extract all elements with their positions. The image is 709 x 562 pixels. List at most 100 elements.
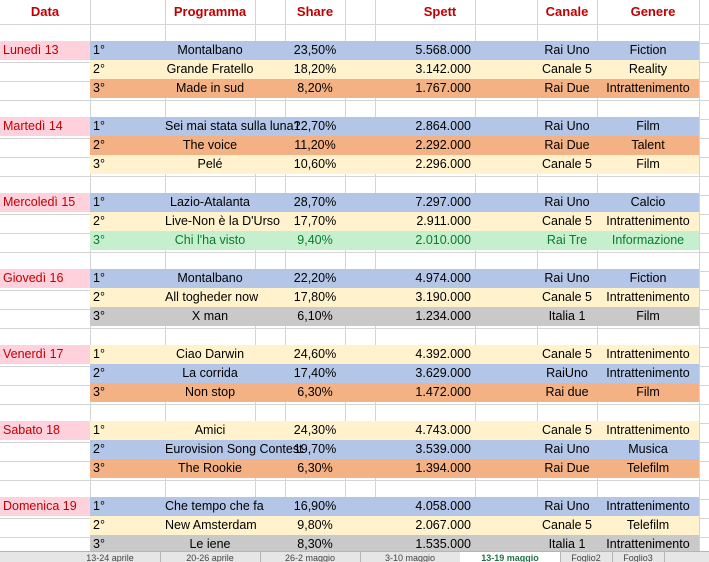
rank-cell[interactable]: 2° bbox=[93, 290, 105, 304]
programma-cell[interactable]: Le iene bbox=[165, 535, 255, 551]
programma-cell[interactable]: The Rookie bbox=[165, 459, 255, 478]
canale-cell[interactable]: Rai due bbox=[545, 385, 589, 399]
share-cell[interactable]: 17,80% bbox=[293, 290, 337, 304]
spett-cell[interactable]: 3.629.000 bbox=[415, 366, 471, 380]
day-cell[interactable]: Lunedì 13 bbox=[0, 41, 90, 60]
programma-cell[interactable]: Amici bbox=[165, 421, 255, 440]
genere-cell[interactable]: Intrattenimento bbox=[606, 347, 690, 361]
programma-cell[interactable]: Made in sud bbox=[165, 79, 255, 98]
genere-cell[interactable]: Telefilm bbox=[626, 518, 670, 532]
share-cell[interactable]: 6,30% bbox=[297, 461, 333, 475]
rank-cell[interactable]: 2° bbox=[93, 214, 105, 228]
rank-cell[interactable]: 3° bbox=[93, 233, 105, 247]
spett-cell[interactable]: 2.864.000 bbox=[415, 119, 471, 133]
programma-cell[interactable]: Montalbano bbox=[165, 41, 255, 60]
canale-cell[interactable]: Canale 5 bbox=[541, 347, 593, 361]
spett-cell[interactable]: 4.058.000 bbox=[415, 499, 471, 513]
genere-cell[interactable]: Film bbox=[636, 309, 660, 323]
genere-cell[interactable]: Film bbox=[636, 385, 660, 399]
genere-cell[interactable]: Fiction bbox=[629, 43, 667, 57]
genere-cell[interactable]: Intrattenimento bbox=[606, 214, 690, 228]
spett-cell[interactable]: 4.392.000 bbox=[415, 347, 471, 361]
sheet-tab[interactable]: 20-26 aprile bbox=[160, 552, 261, 562]
canale-cell[interactable]: Italia 1 bbox=[548, 309, 586, 323]
share-cell[interactable]: 28,70% bbox=[293, 195, 337, 209]
programma-cell[interactable]: Chi l'ha visto bbox=[165, 231, 255, 250]
canale-cell[interactable]: RaiUno bbox=[546, 366, 588, 380]
share-cell[interactable]: 9,40% bbox=[297, 233, 333, 247]
canale-cell[interactable]: Rai Due bbox=[544, 461, 590, 475]
spett-cell[interactable]: 3.190.000 bbox=[415, 290, 471, 304]
genere-cell[interactable]: Calcio bbox=[630, 195, 666, 209]
genere-cell[interactable]: Intrattenimento bbox=[606, 537, 690, 551]
share-cell[interactable]: 8,20% bbox=[297, 81, 333, 95]
programma-cell[interactable]: Montalbano bbox=[165, 269, 255, 288]
rank-cell[interactable]: 2° bbox=[93, 62, 105, 76]
share-cell[interactable]: 10,60% bbox=[293, 157, 337, 171]
genere-cell[interactable]: Intrattenimento bbox=[606, 499, 690, 513]
share-cell[interactable]: 9,80% bbox=[297, 518, 333, 532]
share-cell[interactable]: 17,70% bbox=[293, 214, 337, 228]
canale-cell[interactable]: Rai Tre bbox=[546, 233, 588, 247]
spett-cell[interactable]: 7.297.000 bbox=[415, 195, 471, 209]
canale-cell[interactable]: Rai Uno bbox=[544, 43, 590, 57]
share-cell[interactable]: 6,30% bbox=[297, 385, 333, 399]
rank-cell[interactable]: 2° bbox=[93, 366, 105, 380]
genere-cell[interactable]: Intrattenimento bbox=[606, 290, 690, 304]
day-cell[interactable]: Martedì 14 bbox=[0, 117, 90, 136]
programma-cell[interactable]: Eurovision Song Contest bbox=[165, 440, 303, 459]
rank-cell[interactable]: 3° bbox=[93, 309, 105, 323]
share-cell[interactable]: 23,50% bbox=[293, 43, 337, 57]
share-cell[interactable]: 11,20% bbox=[294, 138, 336, 152]
spett-cell[interactable]: 2.292.000 bbox=[415, 138, 471, 152]
programma-cell[interactable]: Pelé bbox=[165, 155, 255, 174]
programma-cell[interactable]: Grande Fratello bbox=[165, 60, 255, 79]
sheet-tab[interactable]: Foglio3 bbox=[612, 552, 665, 562]
share-cell[interactable]: 16,90% bbox=[293, 499, 337, 513]
programma-cell[interactable]: Che tempo che fa bbox=[165, 497, 264, 516]
canale-cell[interactable]: Canale 5 bbox=[541, 518, 593, 532]
genere-cell[interactable]: Intrattenimento bbox=[606, 366, 690, 380]
canale-cell[interactable]: Canale 5 bbox=[541, 214, 593, 228]
genere-cell[interactable]: Talent bbox=[631, 138, 665, 152]
programma-cell[interactable]: Live-Non è la D'Urso bbox=[165, 212, 280, 231]
sheet-tab[interactable]: 26-2 maggio bbox=[260, 552, 361, 562]
rank-cell[interactable]: 2° bbox=[93, 518, 105, 532]
header-spett[interactable]: Spett bbox=[423, 4, 457, 19]
genere-cell[interactable]: Fiction bbox=[629, 271, 667, 285]
canale-cell[interactable]: Rai Uno bbox=[544, 195, 590, 209]
canale-cell[interactable]: Italia 1 bbox=[548, 537, 586, 551]
spett-cell[interactable]: 3.142.000 bbox=[415, 62, 471, 76]
genere-cell[interactable]: Informazione bbox=[611, 233, 685, 247]
header-data[interactable]: Data bbox=[30, 4, 60, 19]
day-cell[interactable]: Giovedì 16 bbox=[0, 269, 90, 288]
rank-cell[interactable]: 3° bbox=[93, 385, 105, 399]
genere-cell[interactable]: Reality bbox=[628, 62, 668, 76]
genere-cell[interactable]: Telefilm bbox=[626, 461, 670, 475]
spett-cell[interactable]: 1.394.000 bbox=[415, 461, 471, 475]
share-cell[interactable]: 22,20% bbox=[293, 271, 337, 285]
share-cell[interactable]: 6,10% bbox=[297, 309, 333, 323]
share-cell[interactable]: 24,30% bbox=[293, 423, 337, 437]
genere-cell[interactable]: Intrattenimento bbox=[606, 81, 690, 95]
rank-cell[interactable]: 1° bbox=[93, 43, 105, 57]
programma-cell[interactable]: Lazio-Atalanta bbox=[165, 193, 255, 212]
day-cell[interactable]: Sabato 18 bbox=[0, 421, 90, 440]
canale-cell[interactable]: Rai Uno bbox=[544, 119, 590, 133]
canale-cell[interactable]: Rai Uno bbox=[544, 271, 590, 285]
genere-cell[interactable]: Film bbox=[636, 119, 660, 133]
canale-cell[interactable]: Rai Due bbox=[544, 138, 590, 152]
canale-cell[interactable]: Rai Due bbox=[544, 81, 590, 95]
rank-cell[interactable]: 2° bbox=[93, 138, 105, 152]
sheet-tab[interactable]: 13-24 aprile bbox=[60, 552, 161, 562]
programma-cell[interactable]: The voice bbox=[165, 136, 255, 155]
day-cell[interactable]: Domenica 19 bbox=[0, 497, 90, 516]
rank-cell[interactable]: 1° bbox=[93, 195, 105, 209]
canale-cell[interactable]: Rai Uno bbox=[544, 499, 590, 513]
rank-cell[interactable]: 2° bbox=[93, 442, 105, 456]
share-cell[interactable]: 19,70% bbox=[293, 442, 337, 456]
rank-cell[interactable]: 3° bbox=[93, 537, 105, 551]
spett-cell[interactable]: 2.067.000 bbox=[415, 518, 471, 532]
programma-cell[interactable]: New Amsterdam bbox=[165, 516, 257, 535]
rank-cell[interactable]: 1° bbox=[93, 423, 105, 437]
